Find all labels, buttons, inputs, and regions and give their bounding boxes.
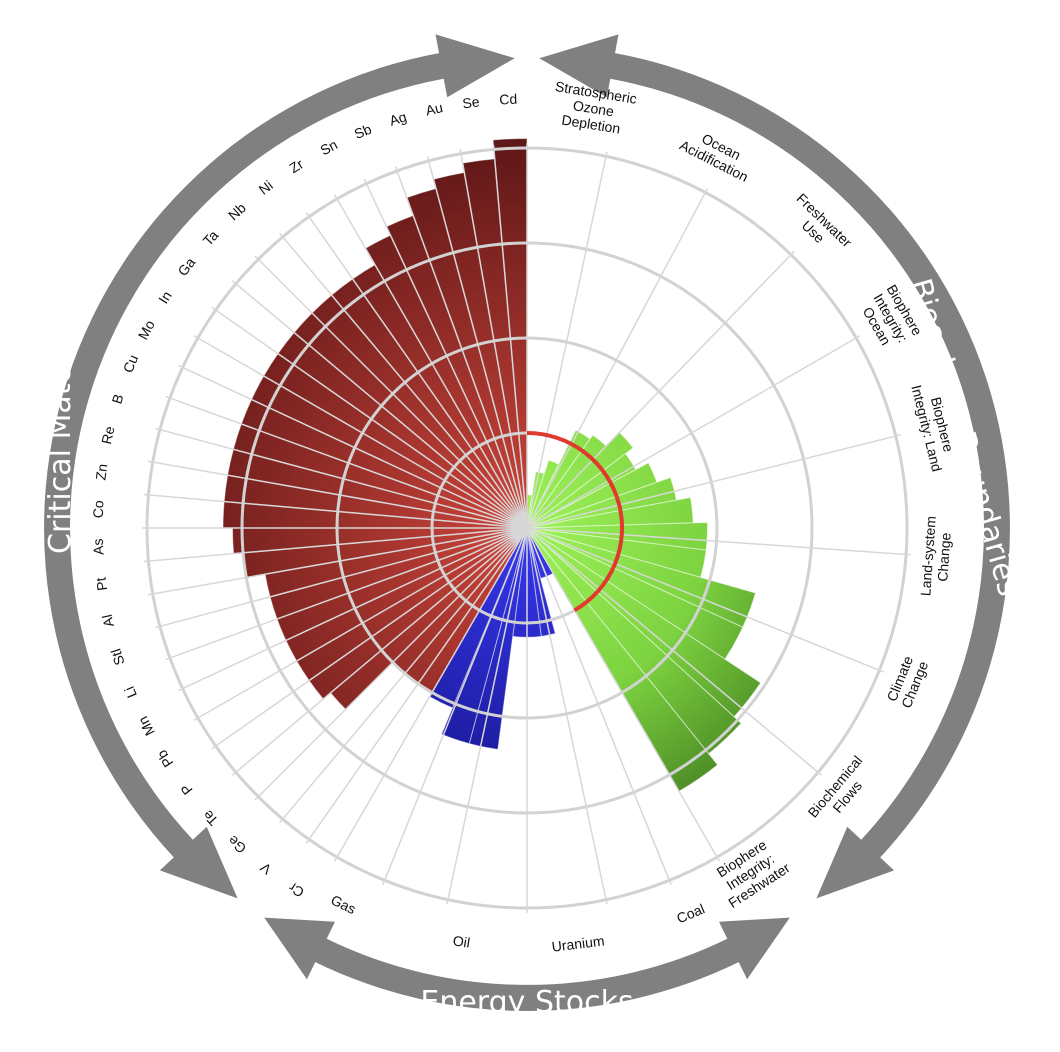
label-material-Nb: Nb <box>225 199 249 223</box>
grid-spoke-6 <box>193 527 528 722</box>
label-material-Ge: Ge <box>224 832 249 857</box>
label-material-Co: Co <box>90 500 107 519</box>
label-energy-Coal: Coal <box>674 900 707 926</box>
label-energy-Gas: Gas <box>328 892 358 918</box>
label-material-B: B <box>109 392 127 406</box>
arrow-biosphere-boundaries <box>539 34 1010 899</box>
group-label-critical-materials: Critical Materials <box>43 302 78 554</box>
label-biosphere-line: Ozone <box>572 97 615 119</box>
grid-spoke-13 <box>143 493 528 529</box>
grid-spoke-38 <box>526 527 823 776</box>
grid-spoke-9 <box>155 527 528 629</box>
label-material-Zn: Zn <box>92 463 110 481</box>
grid-spoke-23 <box>305 212 528 529</box>
label-biosphere-line: Land-system <box>917 515 939 596</box>
grid-spoke-31 <box>526 151 608 529</box>
label-material-Sb: Sb <box>352 121 374 142</box>
group-label-energy-stocks: Energy Stocks <box>420 985 633 1020</box>
grid-spoke-26 <box>394 166 528 529</box>
grid-spoke-21 <box>254 255 528 529</box>
label-material-P: P <box>177 781 195 798</box>
label-material-Se: Se <box>461 93 480 111</box>
grid-spoke-44 <box>382 527 528 885</box>
label-material-Ga: Ga <box>174 254 198 279</box>
label-biosphere-7: BiochemicalFlows <box>805 752 878 830</box>
safe-boundary-arc <box>526 431 624 613</box>
label-material-Ag: Ag <box>387 108 408 128</box>
grid-spoke-0 <box>333 527 528 862</box>
grid-spoke-33 <box>526 250 795 529</box>
grid-spoke-29 <box>492 144 528 529</box>
grid-spoke-3 <box>254 527 528 801</box>
grid-spoke-41 <box>526 527 608 905</box>
label-material-Sn: Sn <box>318 136 341 158</box>
grid-spoke-22 <box>279 232 528 529</box>
grid-spoke-24 <box>333 194 528 529</box>
label-material-Cu: Cu <box>120 352 142 375</box>
grid-spoke-4 <box>231 527 528 776</box>
label-material-Zr: Zr <box>286 155 306 176</box>
grid-spoke-27 <box>426 156 528 529</box>
grid-spoke-20 <box>231 280 528 529</box>
label-material-Pt: Pt <box>93 576 111 591</box>
grid-spoke-39 <box>526 527 721 862</box>
label-material-Mn: Mn <box>135 714 158 739</box>
label-biosphere-line: Change <box>934 532 953 582</box>
grid-spoke-32 <box>526 187 709 529</box>
grid-spoke-36 <box>526 527 911 556</box>
grid-spoke-5 <box>211 527 528 750</box>
grid-spoke-14 <box>147 460 528 529</box>
grid-spoke-19 <box>211 306 528 529</box>
label-material-Ta: Ta <box>200 227 222 249</box>
grid-spoke-10 <box>147 527 528 596</box>
label-material-V: V <box>257 859 275 878</box>
grid-spoke-11 <box>143 527 528 563</box>
grid-spoke-8 <box>165 527 528 661</box>
label-biosphere-5: Land-systemChange <box>917 515 955 597</box>
label-material-Cd: Cd <box>499 91 518 108</box>
grid-spoke-1 <box>305 527 528 844</box>
grid-spoke-28 <box>459 148 528 529</box>
label-material-Re: Re <box>98 424 118 445</box>
grid-spoke-7 <box>177 527 528 692</box>
label-material-Cr: Cr <box>285 879 306 901</box>
grid-layer <box>142 143 911 913</box>
label-material-Li: Li <box>121 684 140 700</box>
arrow-critical-materials <box>44 34 515 899</box>
grid-spoke-2 <box>279 527 528 824</box>
label-energy-Uranium: Uranium <box>551 932 605 954</box>
grid-spoke-18 <box>193 334 528 529</box>
group-arrows <box>44 34 1010 1011</box>
grid-spoke-34 <box>526 334 861 529</box>
label-biosphere-6: ClimateChange <box>883 653 931 711</box>
label-material-Au: Au <box>424 99 444 118</box>
label-biosphere-8: BiophereIntegrity:Freshwater <box>708 832 793 911</box>
grid-spoke-15 <box>155 427 528 529</box>
grid-spoke-16 <box>165 395 528 529</box>
grid-spoke-37 <box>526 527 884 673</box>
label-material-In: In <box>155 288 175 306</box>
grid-spoke-40 <box>526 527 672 885</box>
label-material-Te: Te <box>199 807 221 829</box>
grid-spoke-35 <box>526 434 901 529</box>
boundary-marker-layer <box>526 431 624 613</box>
label-energy-Oil: Oil <box>452 932 471 950</box>
arrow-energy-stocks <box>264 917 790 1011</box>
label-material-Pb: Pb <box>153 747 176 770</box>
label-material-Al: Al <box>99 613 117 629</box>
grid-spoke-17 <box>177 364 528 529</box>
label-biosphere-0: StratosphericOzoneDepletion <box>549 78 638 138</box>
grid-spoke-25 <box>363 178 528 529</box>
label-material-Stl: Stl <box>107 647 127 667</box>
label-material-Mo: Mo <box>135 317 158 342</box>
label-material-As: As <box>90 538 107 555</box>
grid-spoke-43 <box>446 527 528 905</box>
label-biosphere-1: OceanAcidification <box>677 123 758 185</box>
label-material-Ni: Ni <box>256 177 276 198</box>
